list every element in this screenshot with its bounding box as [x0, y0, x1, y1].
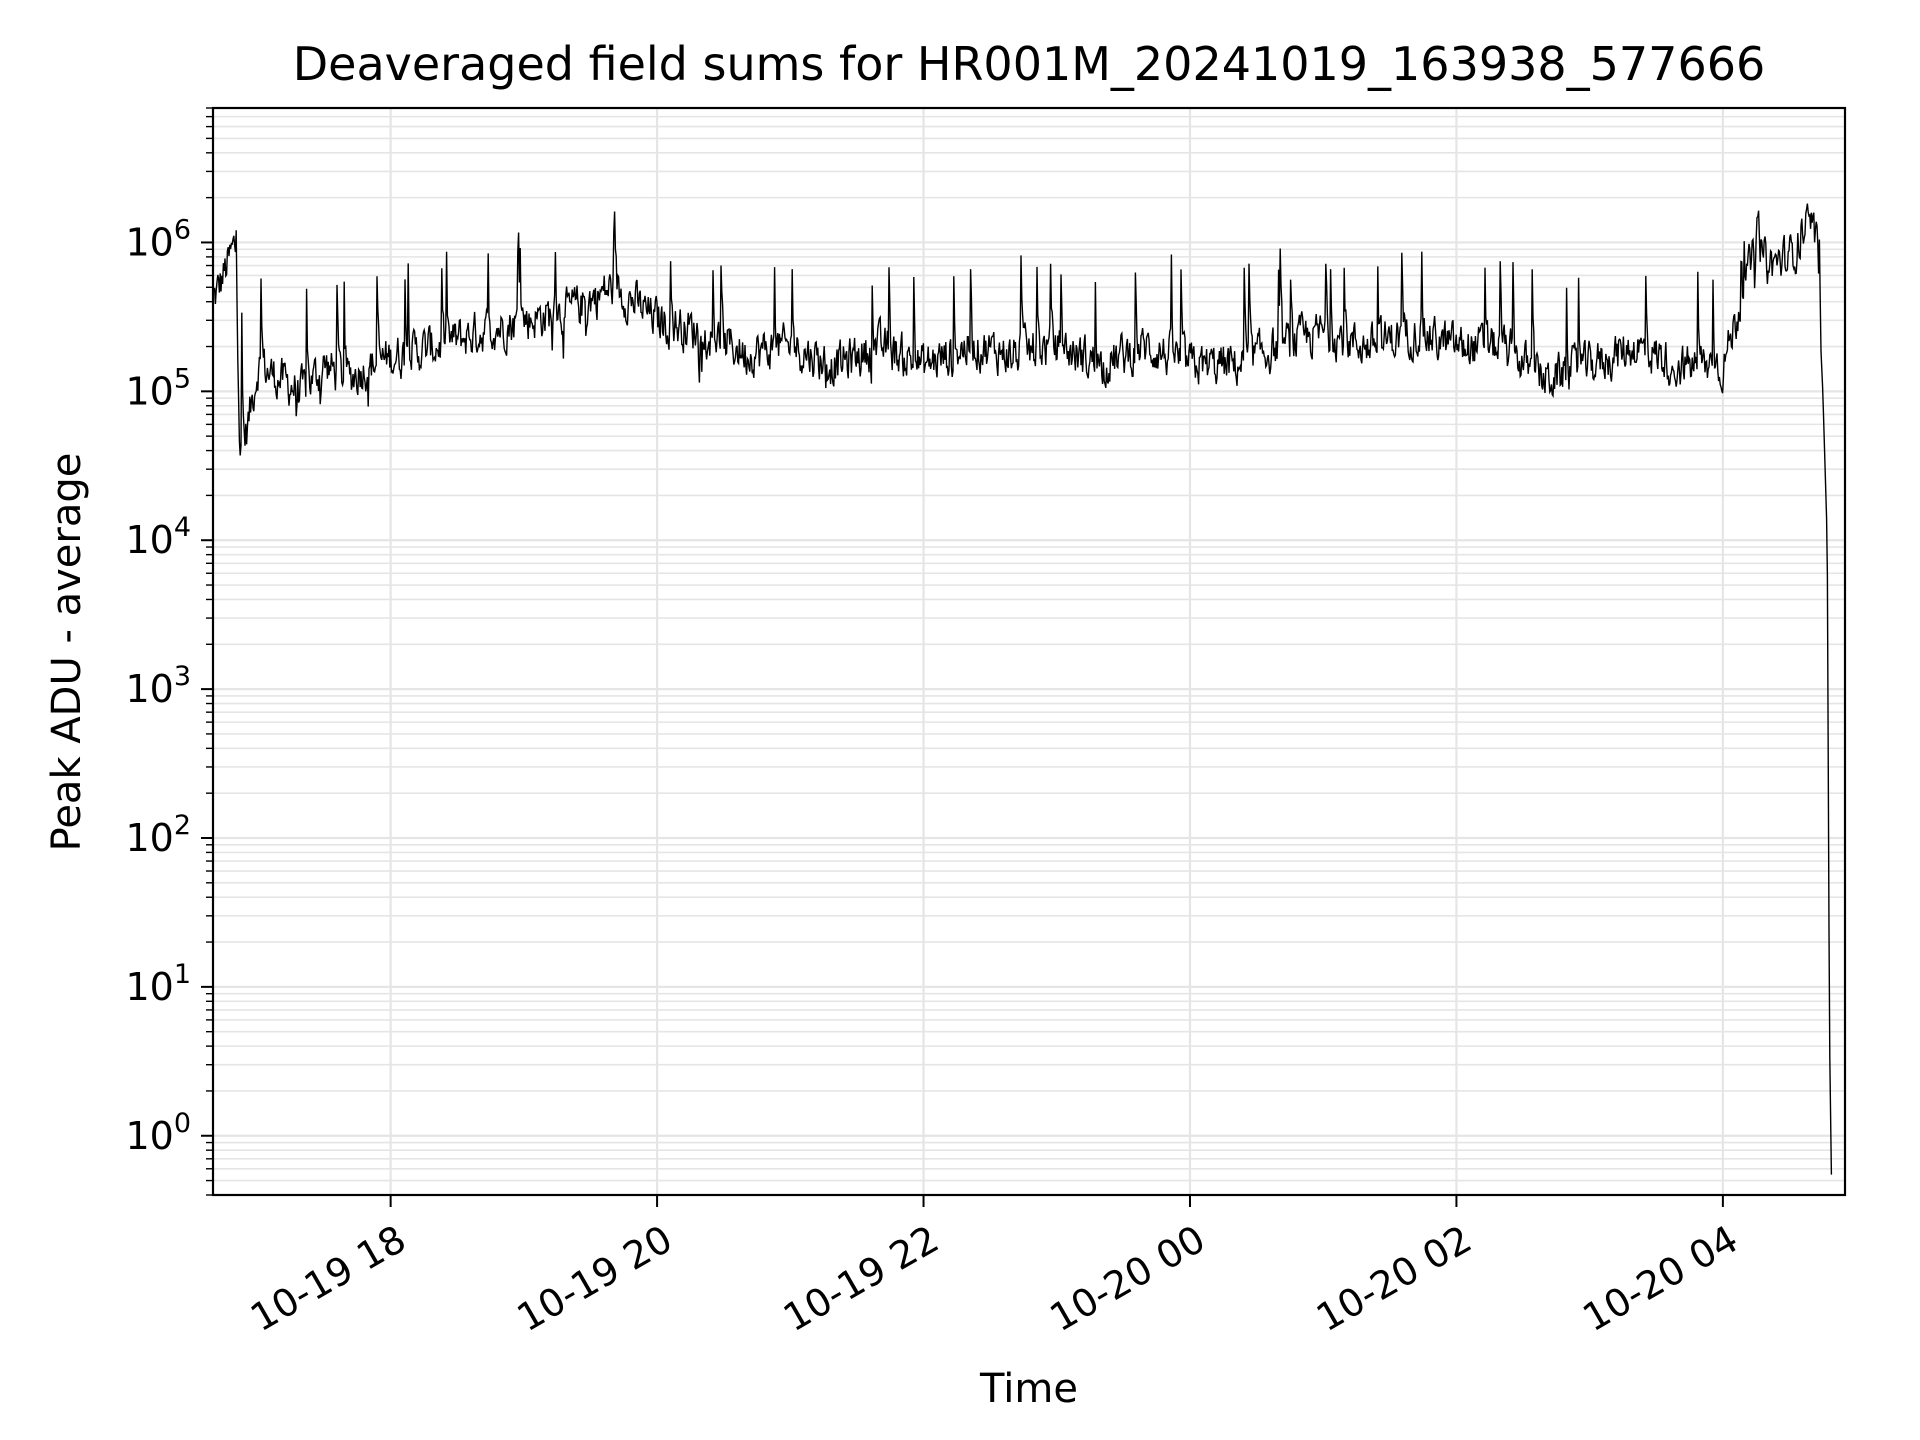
y-tick-label: 100: [125, 1108, 191, 1158]
x-axis: 10-19 18 10-19 20 10-19 22 10-20 00 10-20 02…: [243, 1195, 1745, 1340]
x-tick-label: 10-19 18: [243, 1217, 413, 1341]
y-tick-label: 101: [125, 959, 191, 1009]
chart-title: Deaveraged field sums for HR001M_2024101…: [293, 37, 1766, 91]
y-tick-label: 103: [125, 661, 191, 711]
series-line: [212, 203, 1833, 1175]
y-tick-label: 104: [125, 512, 191, 562]
y-tick-label: 102: [125, 810, 191, 860]
x-axis-label: Time: [979, 1366, 1078, 1412]
plot-frame: [211, 106, 1847, 1197]
y-axis-label: Peak ADU - average: [44, 453, 90, 852]
x-tick-label: 10-20 00: [1043, 1217, 1213, 1341]
y-tick-label: 105: [125, 363, 191, 413]
x-tick-label: 10-20 04: [1575, 1217, 1745, 1341]
x-tick-label: 10-19 22: [776, 1217, 946, 1341]
x-tick-label: 10-20 02: [1309, 1217, 1479, 1341]
x-tick-label: 10-19 20: [510, 1217, 680, 1341]
grid: [213, 107, 1845, 1196]
y-tick-label: 106: [125, 214, 191, 264]
y-axis: 100 101 102 103 104 105 106: [125, 107, 213, 1196]
